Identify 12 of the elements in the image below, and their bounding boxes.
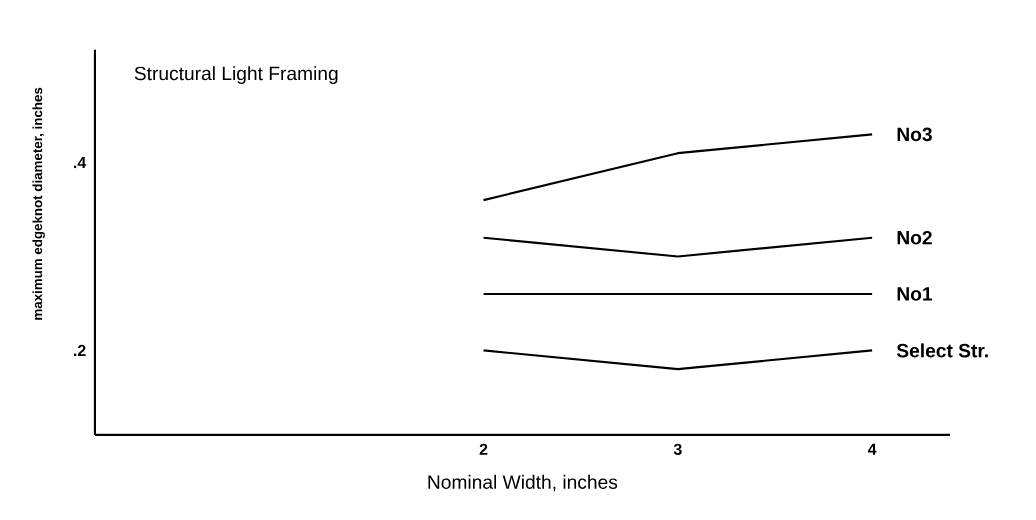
series-label: No1 [897,287,933,301]
series-label: Select Str. [896,343,988,358]
series-label: No3 [897,127,932,142]
x-axis-title: Nominal Width, inches [428,474,618,492]
y-tick-label: .2 [73,344,86,356]
x-tick-label: 2 [479,443,488,455]
series-label: No2 [897,230,932,245]
y-tick-label: .4 [73,157,87,169]
x-tick-label: 4 [867,443,877,455]
x-tick-label: 3 [673,443,682,455]
y-axis-title: maximum edgeknot diameter, inches [32,87,45,320]
text: Structural Light Framing [134,66,338,85]
